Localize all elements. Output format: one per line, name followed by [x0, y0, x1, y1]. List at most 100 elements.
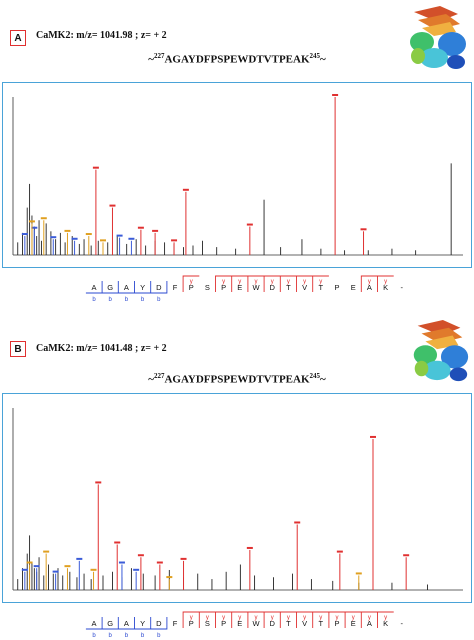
peak-marker-2-0: [21, 233, 28, 236]
spectrum-chart-a: [2, 82, 472, 268]
residue-10: W: [252, 283, 260, 292]
b-ion-bracket-4: [150, 617, 168, 630]
peak-marker-1-6: [294, 521, 301, 524]
residue-12: T: [286, 619, 291, 628]
residue-10: W: [252, 619, 260, 628]
peak-marker-1-5: [182, 188, 189, 191]
residue-12: T: [286, 283, 291, 292]
y-ion-bracket-3: [247, 275, 265, 292]
residue-2: A: [124, 283, 129, 292]
residue-6: P: [189, 283, 194, 292]
b-ion-label-0: b: [92, 297, 96, 303]
peak-marker-2-5: [128, 237, 135, 240]
residue-2: A: [124, 619, 129, 628]
peak-marker-1-0: [92, 166, 99, 169]
peak-marker-1-7: [332, 94, 339, 96]
y-ion-label-11: y: [368, 615, 371, 621]
peak-marker-3-1: [40, 217, 47, 220]
peak-marker-1-7: [336, 550, 343, 553]
panel-b-peptide: ~227AGAYDFPSPEWDTVTPEAK245~: [148, 372, 326, 386]
residue-7: S: [205, 283, 210, 292]
residue-16: E: [351, 619, 356, 628]
y-ion-bracket-3: [231, 611, 248, 628]
panel-a-title: CaMK2: m/z= 1041.98 ; z= + 2: [36, 30, 167, 41]
y-ion-bracket-6: [279, 611, 297, 628]
y-ion-bracket-1: [198, 611, 216, 628]
y-ion-bracket-9: [328, 611, 346, 628]
residue-14: T: [319, 619, 324, 628]
peak-marker-3-4: [100, 239, 106, 242]
peak-marker-2-2: [50, 236, 57, 239]
y-ion-label-2: y: [222, 615, 225, 621]
residue-0: A: [91, 283, 96, 292]
y-ion-bracket-4: [263, 275, 281, 292]
peak-marker-3-4: [166, 576, 173, 579]
y-ion-bracket-8: [360, 275, 378, 292]
y-ion-label-7: y: [319, 279, 322, 285]
y-ion-label-6: y: [287, 615, 290, 621]
y-ion-label-9: y: [384, 279, 387, 285]
residue-17: A: [367, 283, 372, 292]
y-ion-bracket-1: [215, 275, 232, 292]
peak-marker-3-2: [64, 229, 71, 232]
residue-8: P: [221, 283, 226, 292]
b-ion-bracket-0: [85, 281, 103, 294]
y-ion-bracket-5: [279, 275, 297, 292]
y-ion-label-10: y: [352, 615, 355, 621]
peak-marker-1-8: [370, 435, 376, 438]
protein-structure-icon-a: [410, 6, 466, 69]
peak-marker-2-5: [133, 568, 140, 571]
spectrum-plot-a: [12, 94, 463, 256]
peak-marker-3-3: [85, 233, 92, 236]
peak-marker-2-4: [116, 234, 123, 237]
y-ion-label-2: y: [238, 279, 241, 285]
b-ion-label-1: b: [109, 633, 113, 639]
peak-marker-1-3: [152, 229, 159, 232]
peak-marker-1-3: [156, 561, 163, 564]
y-ion-label-7: y: [303, 615, 306, 621]
residue-6: P: [189, 619, 194, 628]
peak-marker-1-5: [246, 546, 253, 549]
panel-a-tag: A: [10, 30, 26, 46]
peak-marker-2-1: [33, 565, 40, 568]
sequence-coverage-b: A G A Y D F P S P E W D T V T P E A K -b b b b by y y y y y y y y y y y y: [85, 611, 404, 639]
panel-b-tag: B: [10, 341, 26, 357]
y-ion-bracket-0: [182, 275, 200, 292]
y-ion-label-4: y: [255, 615, 258, 621]
y-ion-label-4: y: [271, 279, 274, 285]
peak-marker-1-4: [171, 239, 178, 242]
residue-18: K: [383, 619, 388, 628]
y-ion-label-1: y: [222, 279, 225, 285]
y-ion-bracket-7: [296, 611, 313, 628]
peak-marker-1-1: [114, 541, 121, 544]
residue-16: E: [351, 283, 356, 292]
y-ion-bracket-7: [312, 275, 329, 292]
panel-a-peptide: ~227AGAYDFPSPEWDTVTPEAK245~: [148, 52, 326, 66]
y-ion-label-5: y: [271, 615, 274, 621]
residue-19: -: [401, 619, 404, 628]
y-ion-label-1: y: [206, 615, 209, 621]
b-ion-label-4: b: [157, 633, 161, 639]
protein-structure-icon-b: [413, 319, 469, 382]
b-ion-bracket-4: [150, 281, 168, 294]
peak-marker-2-3: [71, 237, 78, 240]
peak-marker-1-8: [360, 228, 367, 231]
residue-4: D: [156, 619, 162, 628]
peak-marker-3-3: [90, 568, 97, 571]
y-ion-label-8: y: [368, 279, 371, 285]
residue-18: K: [383, 283, 388, 292]
spectrum-chart-b: [2, 393, 472, 603]
residue-15: P: [334, 619, 339, 628]
residue-15: P: [334, 283, 339, 292]
residue-14: T: [319, 283, 324, 292]
b-ion-label-3: b: [141, 633, 145, 639]
peak-marker-1-1: [109, 204, 116, 207]
sequence-coverage-a: A G A Y D F P S P E W D T V T P E A K -b b b b by y y y y y y y y y: [85, 275, 404, 303]
residue-19: -: [401, 283, 404, 292]
residue-0: A: [91, 619, 96, 628]
peak-marker-3-5: [355, 572, 362, 575]
peak-marker-1-4: [180, 557, 187, 560]
y-ion-label-5: y: [287, 279, 290, 285]
y-ion-label-0: y: [190, 615, 193, 621]
peak-marker-2-0: [21, 568, 28, 571]
